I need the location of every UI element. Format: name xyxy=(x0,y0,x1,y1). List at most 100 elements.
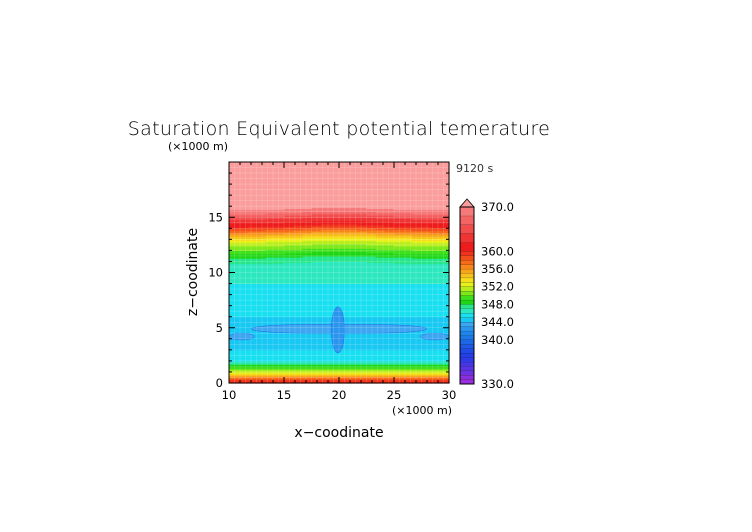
field-cell xyxy=(274,336,285,339)
field-cell xyxy=(320,291,331,293)
field-cell xyxy=(229,174,239,176)
field-cell xyxy=(384,196,395,198)
field-cell xyxy=(284,334,294,337)
field-cell xyxy=(311,218,322,221)
field-cell xyxy=(430,170,441,173)
field-cell xyxy=(439,215,450,217)
field-cell xyxy=(320,175,331,177)
field-cell xyxy=(439,287,450,290)
field-cell xyxy=(238,194,248,196)
field-cell xyxy=(274,226,285,228)
field-cell xyxy=(384,268,395,270)
field-cell xyxy=(366,217,377,219)
field-cell xyxy=(274,280,285,282)
field-cell xyxy=(256,231,267,234)
field-cell xyxy=(430,248,441,250)
field-cell xyxy=(430,166,441,169)
field-cell xyxy=(357,365,368,368)
field-cell xyxy=(302,169,313,172)
field-cell xyxy=(238,280,248,282)
field-cell xyxy=(412,261,423,264)
field-cell xyxy=(439,344,450,347)
field-cell xyxy=(238,249,248,251)
field-cell xyxy=(265,306,276,309)
field-cell xyxy=(293,173,303,175)
field-cell xyxy=(366,269,377,271)
field-cell xyxy=(339,181,349,184)
field-cell xyxy=(348,281,358,284)
field-cell xyxy=(320,176,331,179)
field-cell xyxy=(256,335,267,338)
field-cell xyxy=(430,241,441,244)
field-cell xyxy=(247,240,258,243)
field-cell xyxy=(421,213,432,216)
field-cell xyxy=(339,170,349,173)
field-cell xyxy=(238,239,248,242)
field-cell xyxy=(375,380,386,383)
field-cell xyxy=(439,189,450,192)
field-cell xyxy=(421,227,432,229)
field-cell xyxy=(229,299,239,301)
field-cell xyxy=(329,173,340,175)
field-cell xyxy=(238,286,248,289)
field-cell xyxy=(311,371,322,374)
field-cell xyxy=(366,230,377,233)
field-cell xyxy=(284,271,294,274)
field-cell xyxy=(302,276,313,279)
field-cell xyxy=(339,291,349,293)
field-cell xyxy=(256,318,267,321)
field-cell xyxy=(357,260,368,263)
field-cell xyxy=(366,297,377,300)
field-cell xyxy=(229,329,239,332)
field-cell xyxy=(274,323,285,326)
field-cell xyxy=(274,370,285,373)
field-cell xyxy=(302,262,313,265)
field-cell xyxy=(238,190,248,193)
field-cell xyxy=(375,285,386,288)
field-cell xyxy=(366,268,377,270)
field-cell xyxy=(256,173,267,175)
field-cell xyxy=(403,296,413,299)
field-cell xyxy=(320,323,331,326)
field-cell xyxy=(247,270,258,272)
field-cell xyxy=(329,167,340,170)
field-cell xyxy=(339,343,349,345)
field-cell xyxy=(430,262,441,265)
field-cell xyxy=(375,243,386,246)
field-cell xyxy=(430,329,441,332)
field-cell xyxy=(412,370,423,373)
field-cell xyxy=(284,308,294,311)
field-cell xyxy=(302,163,313,165)
field-cell xyxy=(229,305,239,308)
field-cell xyxy=(421,252,432,255)
field-cell xyxy=(302,335,313,338)
field-cell xyxy=(403,232,413,235)
field-cell xyxy=(284,210,294,213)
field-cell xyxy=(366,341,377,343)
field-cell xyxy=(339,171,349,174)
field-cell xyxy=(329,165,340,168)
field-cell xyxy=(357,343,368,345)
field-cell xyxy=(375,229,386,232)
field-cell xyxy=(375,198,386,201)
field-cell xyxy=(384,198,395,201)
field-cell xyxy=(274,348,285,351)
field-cell xyxy=(384,236,395,238)
field-cell xyxy=(421,185,432,187)
field-cell xyxy=(366,236,377,238)
field-cell xyxy=(302,249,313,251)
field-cell xyxy=(348,166,358,169)
field-cell xyxy=(421,294,432,297)
field-cell xyxy=(238,213,248,216)
field-cell xyxy=(265,238,276,240)
field-cell xyxy=(403,216,413,218)
field-cell xyxy=(256,333,267,335)
field-cell xyxy=(256,191,267,194)
field-cell xyxy=(229,378,239,381)
field-cell xyxy=(366,363,377,365)
field-cell xyxy=(256,380,267,383)
field-cell xyxy=(439,228,450,231)
field-cell xyxy=(412,166,423,169)
field-cell xyxy=(247,200,258,203)
field-cell xyxy=(394,224,404,227)
